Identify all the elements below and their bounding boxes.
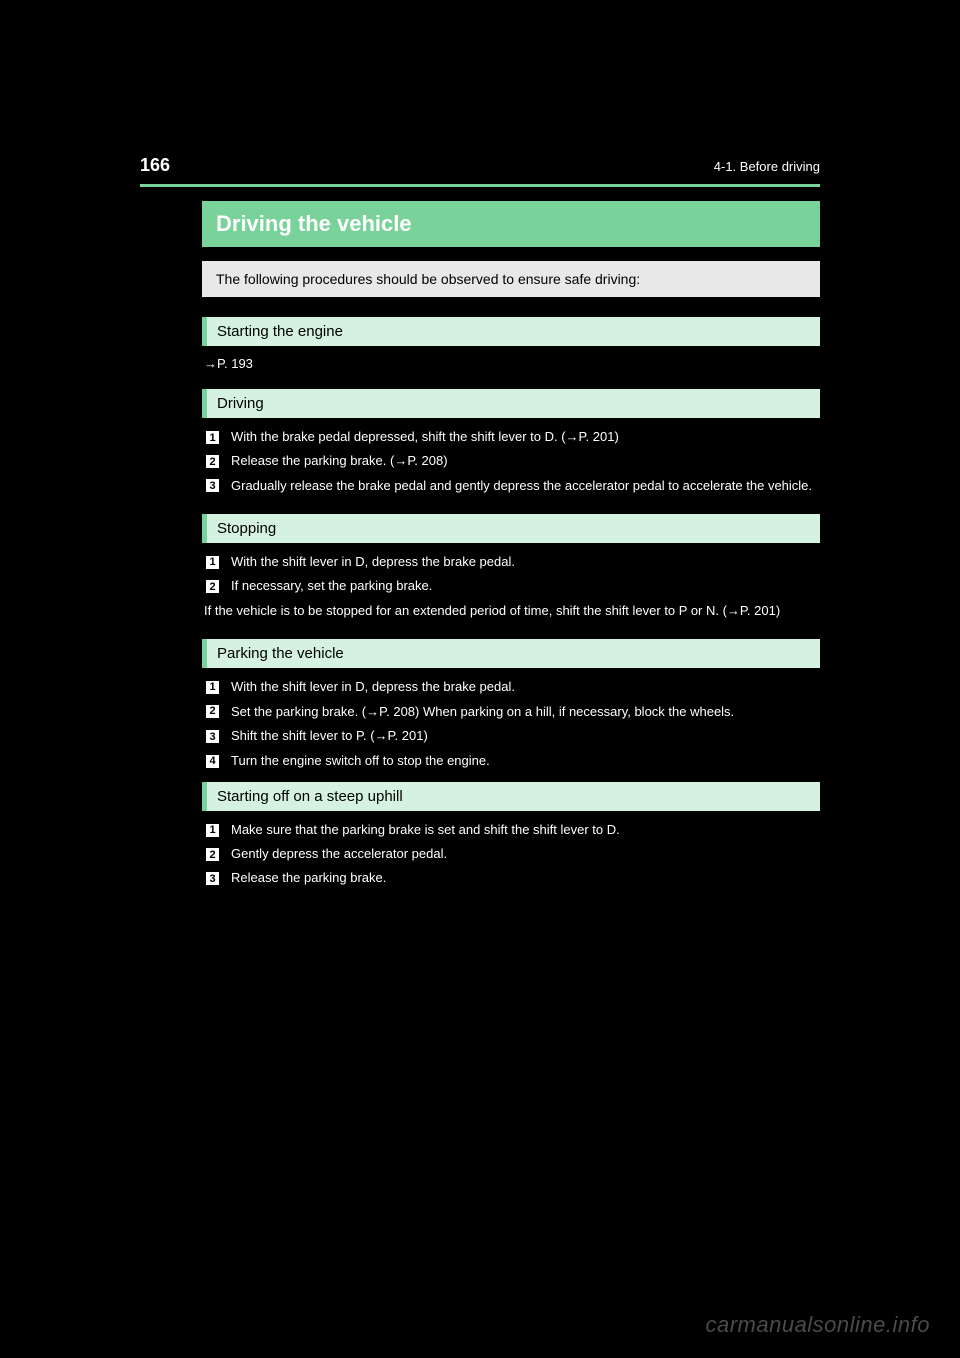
heading-uphill: Starting off on a steep uphill <box>217 788 810 805</box>
list-item: 3 Release the parking brake. <box>202 869 820 887</box>
section-header-starting-engine: Starting the engine <box>202 317 820 346</box>
section-header-uphill: Starting off on a steep uphill <box>202 782 820 811</box>
list-item: 2 If necessary, set the parking brake. <box>202 577 820 595</box>
number-box-icon: 1 <box>204 822 221 839</box>
section-header-parking: Parking the vehicle <box>202 639 820 668</box>
item-text: Set the parking brake. (→P. 208) When pa… <box>231 702 734 722</box>
list-item: 2 Gently depress the accelerator pedal. <box>202 845 820 863</box>
body-starting-engine: →P. 193 <box>202 356 820 371</box>
page-container: 166 4-1. Before driving Driving the vehi… <box>140 155 820 905</box>
number-box-icon: 2 <box>204 578 221 595</box>
number-box-icon: 2 <box>204 703 221 720</box>
item-text: Make sure that the parking brake is set … <box>231 821 620 839</box>
list-item: 1 Make sure that the parking brake is se… <box>202 821 820 839</box>
section-header-driving: Driving <box>202 389 820 418</box>
number-box-icon: 4 <box>204 753 221 770</box>
number-box-icon: 3 <box>204 870 221 887</box>
number-box-icon: 1 <box>204 679 221 696</box>
section-label: 4-1. Before driving <box>714 159 820 174</box>
content-area: Driving the vehicle The following proced… <box>140 187 820 887</box>
heading-starting-engine: Starting the engine <box>217 323 810 340</box>
page-number: 166 <box>140 155 170 176</box>
item-text: If necessary, set the parking brake. <box>231 577 432 595</box>
list-item: 1 With the brake pedal depressed, shift … <box>202 428 820 446</box>
section-header-stopping: Stopping <box>202 514 820 543</box>
item-text: Turn the engine switch off to stop the e… <box>231 752 490 770</box>
number-box-icon: 2 <box>204 453 221 470</box>
list-item: 3 Shift the shift lever to P. (→P. 201) <box>202 727 820 745</box>
section-stopping: Stopping 1 With the shift lever in D, de… <box>202 514 820 621</box>
section-driving: Driving 1 With the brake pedal depressed… <box>202 389 820 496</box>
section-parking: Parking the vehicle 1 With the shift lev… <box>202 639 820 770</box>
section-starting-engine: Starting the engine →P. 193 <box>202 317 820 371</box>
item-text: Release the parking brake. <box>231 869 386 887</box>
intro-text: The following procedures should be obser… <box>216 271 806 287</box>
title-text: Driving the vehicle <box>216 211 806 237</box>
watermark: carmanualsonline.info <box>705 1312 930 1338</box>
number-box-icon: 3 <box>204 477 221 494</box>
intro-box: The following procedures should be obser… <box>202 261 820 297</box>
list-item: 2 Set the parking brake. (→P. 208) When … <box>202 702 820 722</box>
number-box-icon: 1 <box>204 429 221 446</box>
heading-parking: Parking the vehicle <box>217 645 810 662</box>
item-text: Release the parking brake. (→P. 208) <box>231 452 448 470</box>
list-item: 3 Gradually release the brake pedal and … <box>202 476 820 496</box>
item-text: With the shift lever in D, depress the b… <box>231 678 515 696</box>
list-item: 4 Turn the engine switch off to stop the… <box>202 752 820 770</box>
item-text: Gently depress the accelerator pedal. <box>231 845 447 863</box>
section-uphill: Starting off on a steep uphill 1 Make su… <box>202 782 820 888</box>
heading-stopping: Stopping <box>217 520 810 537</box>
page-header: 166 4-1. Before driving <box>140 155 820 187</box>
number-box-icon: 2 <box>204 846 221 863</box>
number-box-icon: 1 <box>204 554 221 571</box>
title-banner: Driving the vehicle <box>202 201 820 247</box>
item-text: Shift the shift lever to P. (→P. 201) <box>231 727 428 745</box>
number-box-icon: 3 <box>204 728 221 745</box>
item-text: With the brake pedal depressed, shift th… <box>231 428 619 446</box>
item-text: With the shift lever in D, depress the b… <box>231 553 515 571</box>
list-item: 2 Release the parking brake. (→P. 208) <box>202 452 820 470</box>
heading-driving: Driving <box>217 395 810 412</box>
list-item: 1 With the shift lever in D, depress the… <box>202 678 820 696</box>
item-text: Gradually release the brake pedal and ge… <box>231 476 812 496</box>
list-item: 1 With the shift lever in D, depress the… <box>202 553 820 571</box>
stopping-note: If the vehicle is to be stopped for an e… <box>202 601 820 621</box>
